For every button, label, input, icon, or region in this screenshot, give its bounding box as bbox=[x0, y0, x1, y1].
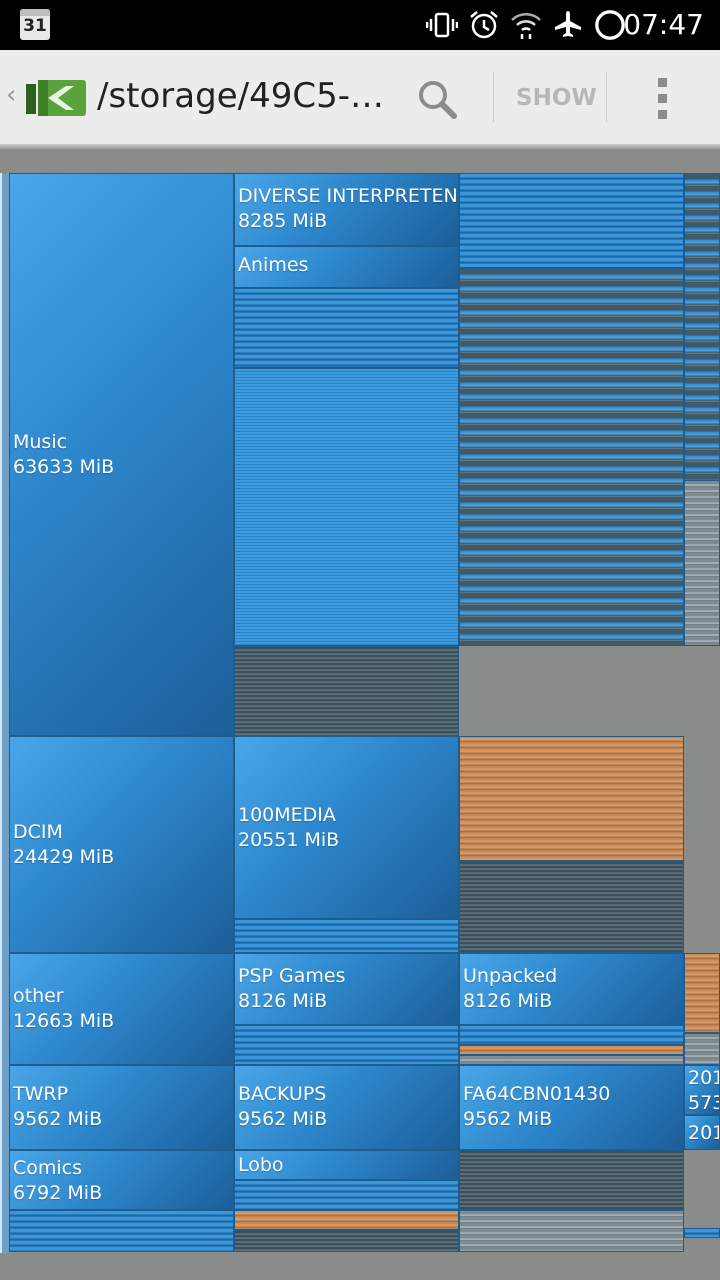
folder-diverse-interpreten[interactable]: DIVERSE INTERPRETEN 8285 MiB bbox=[234, 173, 459, 246]
folder-size: 8126 MiB bbox=[238, 990, 328, 1012]
100media-files[interactable] bbox=[459, 861, 684, 953]
folder-lobo[interactable]: Lobo bbox=[234, 1150, 459, 1180]
folder-size: 6792 MiB bbox=[13, 1182, 103, 1204]
folder-size: 8126 MiB bbox=[463, 990, 553, 1012]
unpacked-subfolders[interactable] bbox=[459, 1025, 684, 1045]
clock: 07:47 bbox=[623, 8, 704, 41]
100media-images[interactable] bbox=[459, 736, 684, 861]
small-folders-col1[interactable] bbox=[9, 1210, 234, 1252]
folder-size: 9562 MiB bbox=[13, 1108, 103, 1130]
folder-name: DCIM bbox=[13, 821, 63, 843]
circle-icon bbox=[594, 9, 626, 41]
folder-size: 24429 MiB bbox=[13, 846, 115, 868]
back-chevron-icon[interactable]: ‹ bbox=[6, 80, 17, 110]
folder-size: 573 bbox=[688, 1092, 719, 1114]
other-subfolders[interactable] bbox=[234, 1025, 459, 1065]
folder-name: TWRP bbox=[13, 1083, 69, 1105]
divider bbox=[493, 72, 494, 122]
free-area bbox=[459, 646, 684, 736]
divider bbox=[606, 72, 607, 122]
unpacked-deep-files[interactable] bbox=[684, 1033, 720, 1065]
calendar-day: 31 bbox=[23, 16, 47, 36]
folder-name: 201 bbox=[688, 1067, 719, 1089]
folder-name: Music bbox=[13, 431, 68, 453]
folder-name: 100MEDIA bbox=[238, 804, 336, 826]
folder-animes[interactable]: Animes bbox=[234, 246, 459, 288]
comics-media-files[interactable] bbox=[234, 1210, 459, 1230]
folder-size: 9562 MiB bbox=[463, 1108, 553, 1130]
folder-name: DIVERSE INTERPRETEN bbox=[238, 185, 458, 207]
folder-size: 63633 MiB bbox=[13, 456, 115, 478]
folder-backup-2015-b[interactable]: 201 bbox=[684, 1115, 720, 1150]
folder-backup-2015-a[interactable]: 201 573 bbox=[684, 1065, 720, 1115]
folder-name: FA64CBN01430 bbox=[463, 1083, 611, 1105]
unpacked-media[interactable] bbox=[459, 1045, 684, 1055]
comics-subfolders[interactable] bbox=[234, 1180, 459, 1210]
treemap: Music 63633 MiB DCIM 24429 MiB other 126… bbox=[0, 150, 720, 1280]
music-deep-folders[interactable] bbox=[459, 268, 684, 646]
unpacked-deep-media[interactable] bbox=[684, 953, 720, 1033]
dcim-subfolders[interactable] bbox=[234, 919, 459, 953]
diverse-subfolders[interactable] bbox=[459, 173, 684, 268]
wifi-icon bbox=[510, 9, 542, 41]
comics-deep-files[interactable] bbox=[459, 1210, 684, 1252]
folder-name: Unpacked bbox=[463, 965, 558, 987]
small-folder-col4[interactable] bbox=[684, 1228, 720, 1238]
folder-size: 8285 MiB bbox=[238, 210, 328, 232]
folder-psp-games[interactable]: PSP Games 8126 MiB bbox=[234, 953, 459, 1025]
music-subfolders-a[interactable] bbox=[234, 288, 459, 368]
music-files[interactable] bbox=[234, 646, 459, 736]
app-logo-icon[interactable] bbox=[26, 78, 88, 118]
folder-dcim[interactable]: DCIM 24429 MiB bbox=[9, 736, 234, 953]
folder-twrp[interactable]: TWRP 9562 MiB bbox=[9, 1065, 234, 1150]
folder-fa64cbn01430[interactable]: FA64CBN01430 9562 MiB bbox=[459, 1065, 684, 1150]
folder-size: 12663 MiB bbox=[13, 1010, 115, 1032]
lobo-files[interactable] bbox=[459, 1150, 684, 1210]
folder-comics[interactable]: Comics 6792 MiB bbox=[9, 1150, 234, 1210]
show-button[interactable]: SHOW bbox=[516, 85, 597, 111]
folder-name: Comics bbox=[13, 1157, 83, 1179]
folder-backups[interactable]: BACKUPS 9562 MiB bbox=[234, 1065, 459, 1150]
folder-music[interactable]: Music 63633 MiB bbox=[9, 173, 234, 736]
folder-size: 20551 MiB bbox=[238, 829, 340, 851]
deep-files-col4[interactable] bbox=[684, 480, 720, 646]
vibrate-icon bbox=[426, 9, 458, 41]
status-bar: 31 07:47 bbox=[0, 0, 720, 50]
folder-name: Lobo bbox=[238, 1154, 284, 1176]
folder-name: 201 bbox=[688, 1122, 719, 1144]
root-edge bbox=[0, 173, 9, 1253]
alarm-icon bbox=[468, 9, 500, 41]
overflow-menu-icon[interactable] bbox=[655, 78, 669, 122]
folder-name: PSP Games bbox=[238, 965, 346, 987]
folder-name: BACKUPS bbox=[238, 1083, 327, 1105]
action-bar-shadow bbox=[0, 144, 720, 150]
calendar-icon: 31 bbox=[20, 9, 50, 40]
folder-other[interactable]: other 12663 MiB bbox=[9, 953, 234, 1065]
folder-name: Animes bbox=[238, 254, 309, 276]
unpacked-files[interactable] bbox=[459, 1055, 684, 1065]
folder-100media[interactable]: 100MEDIA 20551 MiB bbox=[234, 736, 459, 919]
comics-files[interactable] bbox=[234, 1230, 459, 1252]
folder-unpacked[interactable]: Unpacked 8126 MiB bbox=[459, 953, 684, 1025]
folder-size: 9562 MiB bbox=[238, 1108, 328, 1130]
path-title[interactable]: /storage/49C5-… bbox=[97, 76, 384, 116]
airplane-icon bbox=[552, 9, 584, 41]
folder-name: other bbox=[13, 985, 64, 1007]
action-bar: ‹ /storage/49C5-… SHOW bbox=[0, 50, 720, 144]
music-subfolders-b[interactable] bbox=[234, 368, 459, 646]
search-icon[interactable] bbox=[414, 76, 460, 122]
